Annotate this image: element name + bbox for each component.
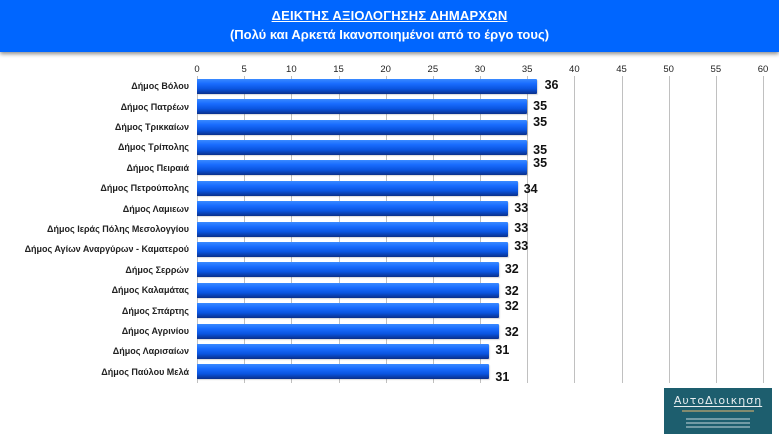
category-label: Δήμος Τρικκαίων [114, 122, 189, 132]
value-label: 35 [533, 143, 548, 158]
category-label: Δήμος Σπάρτης [121, 305, 189, 316]
logo-brand-text: ΑυτοΔιοικηση [673, 394, 763, 407]
category-label: Δήμος Ιεράς Πόλης Μεσολογγίου [47, 224, 189, 234]
bar [197, 282, 499, 298]
value-label: 33 [514, 200, 529, 215]
bar [197, 343, 490, 359]
value-label: 32 [504, 298, 519, 313]
x-tick-label: 40 [569, 64, 580, 75]
value-label: 31 [495, 369, 510, 384]
value-label: 35 [533, 98, 548, 113]
x-tick-label: 10 [286, 64, 297, 75]
category-label: Δήμος Λαμιεων [122, 203, 189, 214]
x-tick-label: 15 [333, 64, 344, 75]
category-label: Δήμος Βόλου [131, 81, 189, 92]
gridline [622, 76, 623, 383]
logo-fine-print [686, 422, 750, 424]
category-label: Δήμος Αγρινίου [121, 326, 189, 336]
x-tick-label: 25 [427, 64, 439, 75]
bar [197, 160, 528, 176]
gridline [763, 76, 764, 383]
category-label: Δήμος Τρίπολης [117, 142, 189, 153]
chart-title: ΔΕΙΚΤΗΣ ΑΞΙΟΛΟΓΗΣΗΣ ΔΗΜΑΡΧΩΝ [271, 8, 508, 23]
x-tick-label: 5 [241, 64, 247, 75]
bar-chart: 0 5 10 15 20 25 30 35 40 45 50 55 60 Δήμος Βόλου 36 Δήμ… [0, 60, 779, 390]
logo-ornament [682, 410, 754, 412]
gridline [574, 76, 575, 383]
value-label: 35 [533, 155, 548, 170]
category-label: Δήμος Πετρούπολης [100, 183, 189, 194]
x-tick-label: 30 [474, 64, 486, 75]
value-label: 32 [504, 261, 519, 276]
gridline [669, 76, 670, 383]
category-label: Δήμος Σερρών [125, 264, 189, 275]
bar [197, 323, 499, 339]
gridline [716, 76, 717, 383]
bar [197, 303, 499, 319]
bar [197, 180, 518, 196]
value-label: 35 [533, 115, 548, 129]
bar [197, 78, 537, 94]
value-label: 33 [514, 239, 529, 254]
category-label: Δήμος Λαρισαίων [112, 346, 189, 357]
value-label: 36 [544, 78, 559, 93]
x-tick-label: 60 [757, 64, 769, 75]
logo-fine-print [686, 418, 750, 420]
bar [197, 241, 509, 257]
value-label: 33 [514, 221, 529, 235]
category-label: Δήμος Πειραιά [126, 162, 189, 173]
value-label: 31 [495, 343, 510, 358]
category-label: Δήμος Καλαμάτας [111, 285, 189, 296]
bar [197, 139, 528, 155]
logo-fine-print [686, 426, 750, 428]
category-label: Δήμος Πατρέων [120, 101, 189, 112]
value-label: 32 [504, 284, 519, 299]
chart-subtitle: (Πολύ και Αρκετά Ικανοποιημένοι από το έ… [229, 27, 550, 42]
bar [197, 119, 528, 135]
bar [197, 364, 490, 380]
gridline [527, 76, 528, 383]
bar [197, 221, 509, 237]
value-label: 34 [523, 182, 538, 197]
x-tick-label: 20 [380, 64, 391, 75]
x-tick-label: 35 [521, 64, 533, 75]
chart-header: ΔΕΙΚΤΗΣ ΑΞΙΟΛΟΓΗΣΗΣ ΔΗΜΑΡΧΩΝ (Πολύ και Α… [0, 0, 779, 52]
x-tick-label: 0 [194, 64, 200, 75]
x-tick-label: 55 [710, 64, 722, 75]
x-tick-label: 50 [663, 64, 674, 75]
autodioikisi-logo: ΑυτοΔιοικηση [664, 388, 772, 434]
value-label: 32 [504, 325, 519, 339]
bar [197, 99, 528, 115]
x-tick-label: 45 [616, 64, 627, 75]
category-label: Δήμος Αγίων Αναργύρων - Καματερού [24, 244, 189, 255]
bar [197, 262, 499, 278]
bar [197, 201, 509, 217]
category-label: Δήμος Παύλου Μελά [101, 366, 189, 377]
